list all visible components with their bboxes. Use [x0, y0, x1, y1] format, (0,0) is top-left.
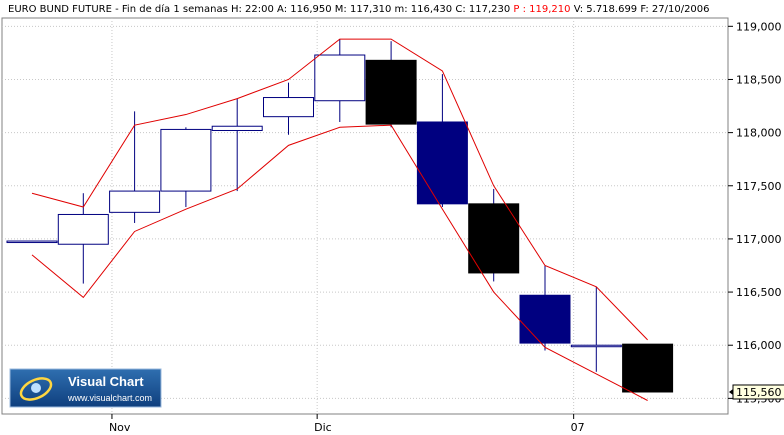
header-field: F: 27/10/2006 [640, 4, 709, 15]
envelope-upper-line [31, 38, 648, 341]
candle[interactable] [6, 240, 58, 244]
x-tick-label: Dic [314, 421, 332, 434]
candle[interactable] [416, 74, 468, 208]
visualchart-logo-icon [19, 377, 53, 401]
candle[interactable] [622, 343, 674, 393]
visualchart-logo[interactable]: Visual Chart www.visualchart.com [9, 368, 162, 408]
candle-body [6, 240, 58, 244]
candle-body [468, 203, 520, 274]
candle-body [365, 59, 417, 125]
candle[interactable] [468, 188, 520, 282]
candle-body [109, 190, 161, 213]
chart-header: EURO BUND FUTURE - Fin de día 1 semanas … [8, 3, 710, 15]
y-tick-label: 116,000 [736, 339, 782, 352]
logo-url: www.visualchart.com [67, 393, 152, 403]
candle-body [622, 343, 674, 393]
header-info: EURO BUND FUTURE - Fin de día 1 semanas … [8, 3, 710, 15]
logo-name: Visual Chart [68, 374, 144, 389]
candle-body [416, 121, 468, 205]
header-field: m: 116,430 [395, 4, 456, 15]
envelope-lower-line [31, 124, 648, 401]
candle-body [57, 213, 109, 245]
candle[interactable] [365, 41, 417, 128]
x-tick-label: Nov [109, 421, 131, 434]
y-tick-label: 117,000 [736, 233, 782, 246]
header-field: M: 117,310 [335, 4, 395, 15]
candle[interactable] [570, 286, 622, 372]
candles [6, 39, 674, 393]
y-axis: 119,000 118,500 118,000 117,500 117,000 116,5… [728, 20, 782, 405]
header-field: P : 119,210 [513, 4, 573, 15]
header-field: H: 22:00 [231, 4, 277, 15]
last-price-label: 115,560 [736, 386, 782, 399]
candle-body [263, 97, 314, 118]
last-price-arrow-icon [729, 388, 733, 395]
candle[interactable] [109, 111, 161, 223]
candle[interactable] [519, 265, 571, 351]
candle[interactable] [314, 39, 366, 122]
logo-globe [31, 383, 41, 393]
y-tick-label: 117,500 [736, 180, 782, 193]
header-field: A: 116,950 [277, 4, 335, 15]
header-field: C: 117,230 [455, 4, 513, 15]
y-tick-label: 116,500 [736, 286, 782, 299]
header-title: EURO BUND FUTURE - Fin de día 1 semanas [8, 3, 231, 15]
y-tick-label: 118,000 [736, 127, 782, 140]
candle[interactable] [160, 127, 212, 208]
header-field: V: 5.718.699 [574, 4, 641, 15]
last-price-marker: 115,560 [729, 384, 784, 400]
y-tick-label: 119,000 [736, 20, 782, 33]
candle-body [519, 294, 571, 344]
x-axis: Nov Dic 07 [109, 414, 585, 434]
y-tick-label: 118,500 [736, 73, 782, 86]
candle-body [314, 54, 366, 102]
x-tick-label: 07 [571, 421, 585, 434]
candle-body [160, 128, 212, 192]
candle-body [211, 125, 263, 131]
candle[interactable] [211, 98, 263, 192]
candle-body [570, 344, 622, 348]
candle[interactable] [57, 193, 109, 284]
candle[interactable] [263, 82, 314, 135]
logo-swoosh [19, 377, 53, 401]
